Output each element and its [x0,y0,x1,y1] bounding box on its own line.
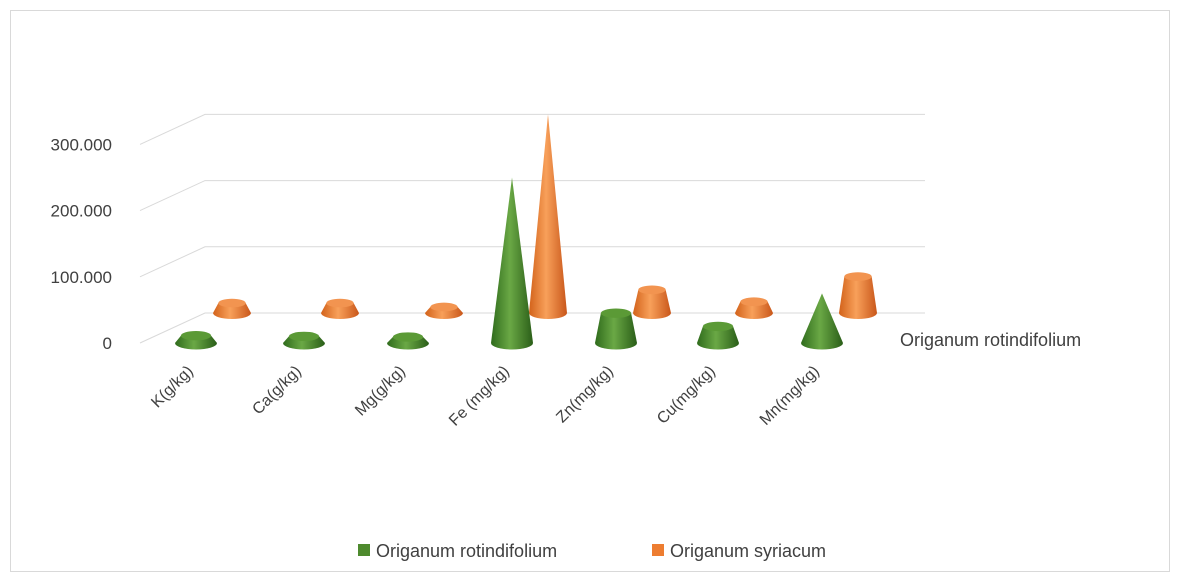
x-tick-label: Zn(mg/kg) [553,363,617,427]
legend-swatch [652,544,664,556]
bar-origanum-rotindifolium [491,177,533,350]
x-tick-label: Mg(g/kg) [352,363,409,420]
bar-origanum-syriacum [321,298,359,319]
bar-origanum-syriacum [425,302,463,319]
legend-label: Origanum syriacum [670,541,826,561]
y-tick-label: 200.000 [51,202,112,221]
x-axis-labels: K(g/kg) Ca(g/kg) Mg(g/kg) Fe (mg/kg) Zn(mg/k… [148,363,822,430]
bar-origanum-syriacum [529,114,567,320]
bar-origanum-syriacum [839,272,877,319]
legend-swatch [358,544,370,556]
x-tick-label: Cu(mg/kg) [654,363,719,428]
bar-origanum-syriacum [735,297,773,319]
x-tick-label: K(g/kg) [148,363,196,411]
legend: Origanum rotindifolium Origanum syriacum [358,541,826,561]
bar-origanum-rotindifolium [697,321,739,350]
bar-origanum-syriacum [213,298,251,319]
bar-origanum-rotindifolium [801,293,843,350]
chart-frame [10,10,1170,572]
bar-origanum-rotindifolium [387,332,429,350]
x-tick-label: Fe (mg/kg) [446,363,513,430]
y-axis-ticks: 0 100.000 200.000 300.000 [51,135,112,353]
gridline [139,113,925,145]
y-tick-label: 300.000 [51,135,112,154]
gridline [139,180,925,212]
y-tick-label: 0 [103,334,112,353]
bar-origanum-rotindifolium [595,308,637,350]
gridlines [139,113,925,344]
bar-origanum-rotindifolium [175,331,217,350]
legend-label: Origanum rotindifolium [376,541,557,561]
x-tick-label: Ca(g/kg) [249,363,304,418]
y-tick-label: 100.000 [51,268,112,287]
series-back-marks [213,114,877,320]
gridline [139,312,925,344]
series-front-marks [175,177,843,350]
bar-origanum-rotindifolium [283,331,325,350]
depth-axis-label: Origanum rotindifolium [900,330,1081,350]
x-tick-label: Mn(mg/kg) [757,363,823,429]
gridline [139,246,925,278]
bar-origanum-syriacum [633,285,671,319]
